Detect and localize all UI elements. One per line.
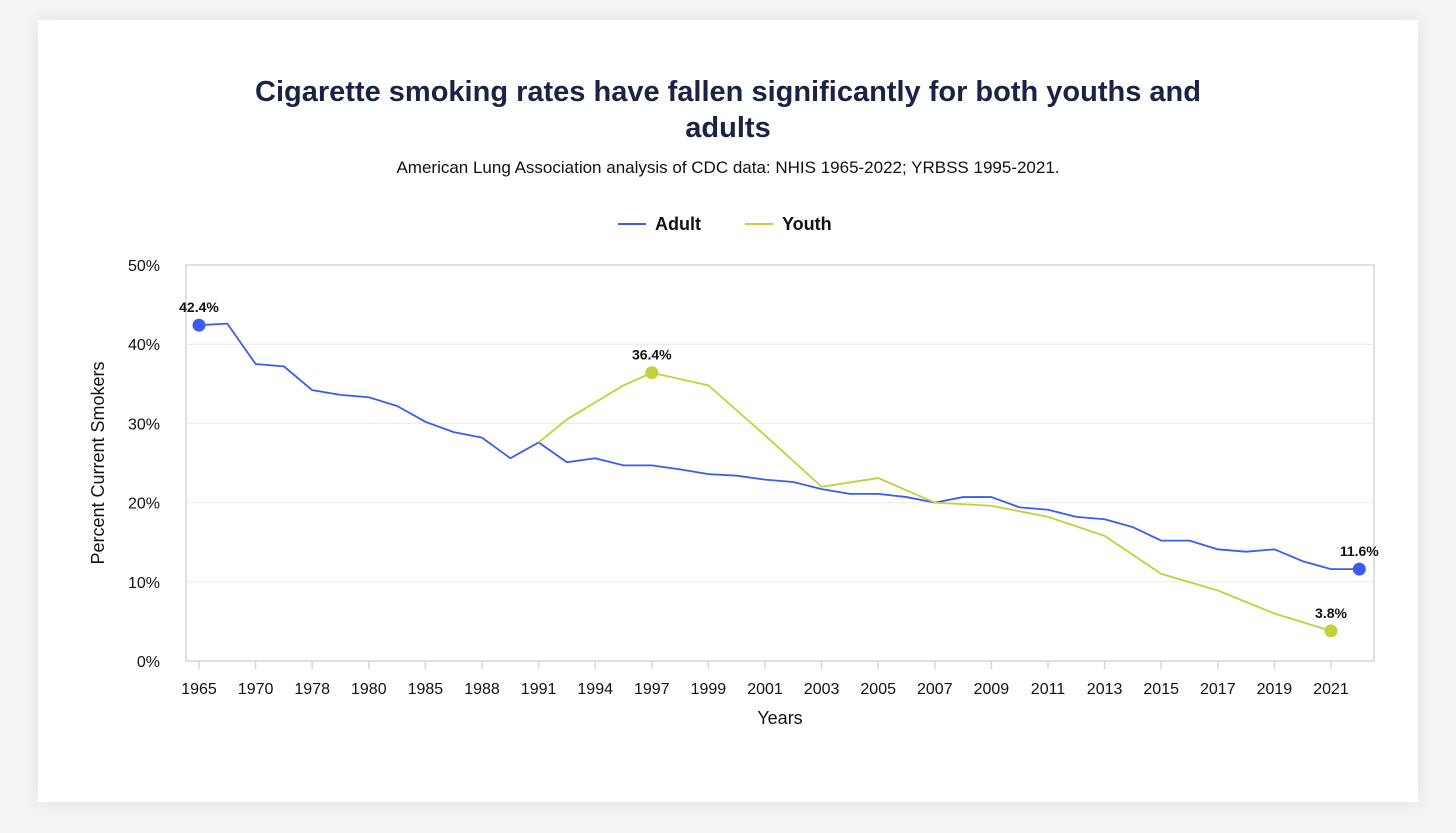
y-tick-label: 10%: [128, 575, 160, 592]
x-tick-label: 1970: [238, 681, 274, 698]
y-tick-label: 0%: [137, 654, 160, 671]
y-tick-label: 20%: [128, 496, 160, 513]
y-tick-label: 40%: [128, 337, 160, 354]
x-tick-label: 2003: [804, 681, 840, 698]
youth-data-label: 36.4%: [632, 347, 672, 363]
chart-title-line1: Cigarette smoking rates have fallen sign…: [255, 76, 1201, 108]
x-tick-label: 1994: [577, 681, 613, 698]
x-tick-label: 2021: [1313, 681, 1349, 698]
youth-data-point: [1324, 624, 1338, 638]
adult-series-line: [198, 322, 1360, 571]
chart-subtitle: American Lung Association analysis of CD…: [396, 158, 1060, 177]
x-tick-label: 1978: [294, 681, 330, 698]
x-tick-label: 1965: [181, 681, 217, 698]
y-tick-label: 30%: [128, 416, 160, 433]
x-tick-label: 1997: [634, 681, 670, 698]
youth-series-line: [538, 371, 1332, 632]
y-axis-label: Percent Current Smokers: [88, 361, 108, 564]
x-tick-label: 1985: [408, 681, 444, 698]
plot-border: [185, 264, 1375, 662]
x-tick-label: 2005: [860, 681, 896, 698]
adult-data-point: [1352, 562, 1366, 576]
x-axis-label: Years: [757, 708, 802, 728]
x-tick-label: 2009: [974, 681, 1010, 698]
x-tick-label: 1991: [521, 681, 557, 698]
x-tick-label: 2011: [1031, 681, 1066, 698]
x-tick-label: 2007: [917, 681, 953, 698]
chart-title-line2: adults: [685, 112, 771, 144]
legend-label-adult: Adult: [655, 214, 701, 234]
youth-data-label: 3.8%: [1315, 605, 1347, 621]
chart-card: [38, 20, 1418, 802]
y-tick-label: 50%: [128, 258, 160, 275]
youth-data-point: [645, 366, 659, 380]
legend-label-youth: Youth: [782, 214, 832, 234]
x-tick-label: 2013: [1087, 681, 1123, 698]
x-tick-label: 1999: [691, 681, 727, 698]
adult-data-point: [192, 318, 206, 332]
x-tick-label: 1980: [351, 681, 387, 698]
x-tick-label: 1988: [464, 681, 500, 698]
x-tick-label: 2019: [1257, 681, 1293, 698]
x-tick-label: 2015: [1143, 681, 1179, 698]
adult-data-label: 42.4%: [179, 299, 219, 315]
x-tick-label: 2001: [747, 681, 783, 698]
chart-title: Cigarette smoking rates have fallen sign…: [0, 74, 1456, 146]
x-tick-label: 2017: [1200, 681, 1236, 698]
adult-data-label: 11.6%: [1340, 543, 1379, 559]
